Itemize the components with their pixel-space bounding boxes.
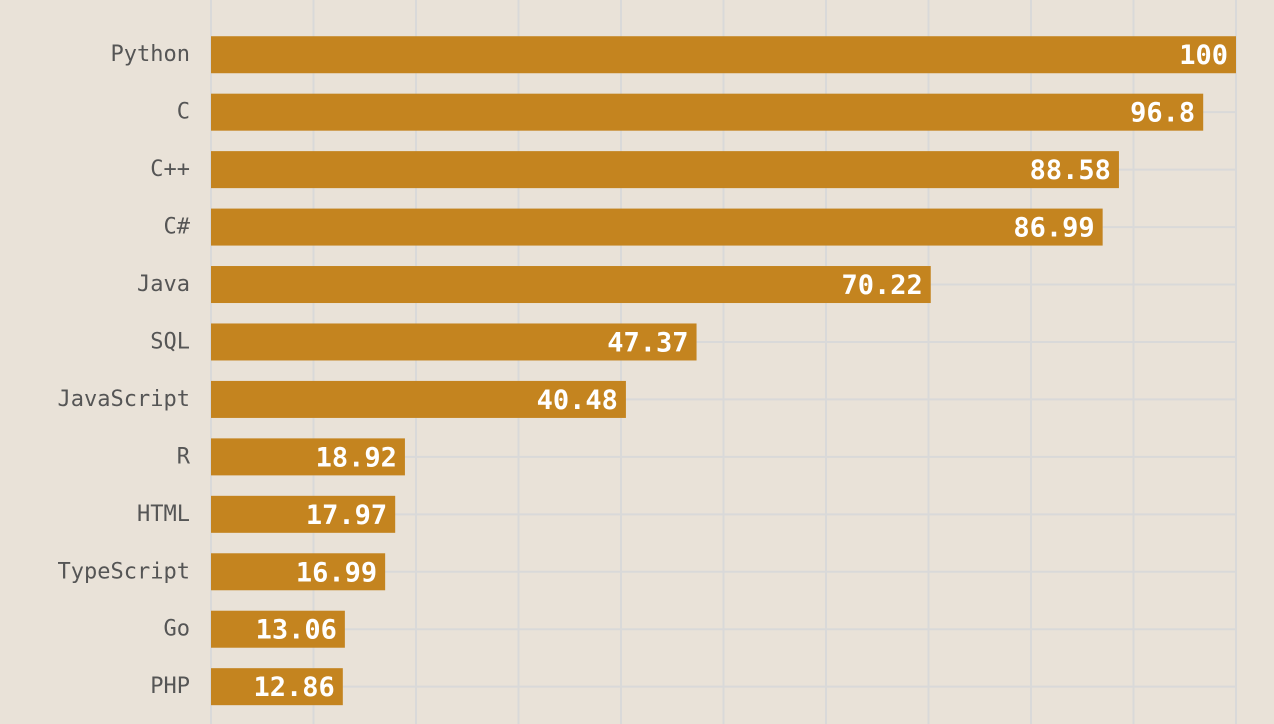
data-label: 40.48 bbox=[537, 385, 618, 416]
data-labels: 100 96.8 88.58 86.99 70.22 47.37 40.48 18.92 17.… bbox=[254, 40, 1228, 703]
bar-c bbox=[211, 93, 1204, 131]
bar-javascript bbox=[211, 380, 626, 418]
data-label: 88.58 bbox=[1030, 155, 1111, 186]
tick-label: JavaScript bbox=[58, 387, 190, 412]
tick-label: C bbox=[177, 100, 190, 125]
tick-label: PHP bbox=[150, 674, 190, 699]
data-label: 18.92 bbox=[316, 442, 397, 473]
tick-label: Python bbox=[111, 42, 190, 67]
tick-label: TypeScript bbox=[58, 559, 190, 584]
tick-label: Go bbox=[164, 617, 191, 642]
data-label: 12.86 bbox=[254, 672, 335, 703]
bar-r bbox=[211, 438, 405, 476]
tick-label: R bbox=[177, 444, 191, 469]
bar-sql bbox=[211, 323, 697, 361]
data-label: 96.8 bbox=[1130, 98, 1195, 129]
bar-html bbox=[211, 495, 396, 533]
tick-label: C# bbox=[164, 215, 191, 240]
data-label: 16.99 bbox=[296, 557, 377, 588]
bar-python bbox=[211, 36, 1236, 74]
bar-php bbox=[211, 668, 343, 706]
data-label: 47.37 bbox=[607, 327, 688, 358]
data-label: 13.06 bbox=[256, 615, 337, 646]
data-label: 17.97 bbox=[306, 500, 387, 531]
bar-java bbox=[211, 266, 931, 304]
bar-go bbox=[211, 610, 345, 648]
tick-label: SQL bbox=[150, 329, 190, 354]
bar-typescript bbox=[211, 553, 386, 591]
tick-label: Java bbox=[137, 272, 190, 297]
bar-c- bbox=[211, 208, 1103, 246]
bars bbox=[211, 36, 1236, 706]
tick-label: C++ bbox=[150, 157, 190, 182]
data-label: 100 bbox=[1179, 40, 1228, 71]
category-tick-labels: Python C C++ C# Java SQL JavaScript R HTML TypeSc… bbox=[58, 42, 191, 699]
data-label: 70.22 bbox=[841, 270, 922, 301]
data-label: 86.99 bbox=[1013, 213, 1094, 244]
tick-label: HTML bbox=[137, 502, 190, 527]
bar-c- bbox=[211, 151, 1119, 189]
